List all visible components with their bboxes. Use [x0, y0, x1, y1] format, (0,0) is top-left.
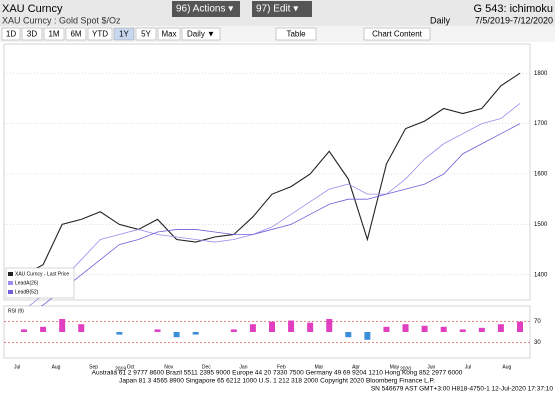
toolbar-button-label[interactable]: 1M: [48, 30, 59, 39]
toolbar-button-label[interactable]: Max: [161, 30, 176, 39]
rsi-bar: [459, 329, 466, 332]
rsi-bar: [440, 326, 447, 332]
toolbar-button[interactable]: [43, 27, 65, 41]
rsi-bar: [345, 332, 352, 338]
toolbar-button-label[interactable]: 6M: [70, 30, 81, 39]
footer-line: Japan 81 3 4565 8900 Singapore 65 6212 1…: [119, 378, 435, 385]
rsi-bar: [307, 322, 314, 332]
toolbar-button[interactable]: [181, 27, 221, 41]
toolbar-button[interactable]: [363, 27, 431, 41]
rsi-bar: [517, 321, 523, 332]
toolbar-button-label[interactable]: 1Y: [119, 30, 129, 39]
rsi-bar: [173, 332, 180, 338]
rsi-bar: [478, 327, 485, 332]
toolbar-button[interactable]: [113, 27, 135, 41]
rsi-tick-label: 30: [534, 340, 541, 346]
y-tick-label: 1500: [534, 222, 548, 228]
rsi-bar: [230, 329, 237, 332]
x-tick-label: Mar: [315, 364, 324, 370]
rsi-legend: RSI (9): [8, 308, 24, 314]
toolbar-button[interactable]: [275, 27, 317, 41]
toolbar-button[interactable]: [65, 27, 87, 41]
rsi-bar: [21, 329, 27, 332]
footer-line: Australia 61 2 9777 8600 Brazil 5511 239…: [92, 370, 463, 377]
rsi-bar: [78, 324, 85, 332]
rsi-bar: [326, 319, 333, 332]
footer-bg: [0, 370, 555, 400]
footer-line: SN 546679 AST GMT+3:00 H818-4750-1 12-Ju…: [371, 386, 554, 393]
rsi-bar: [288, 320, 295, 332]
edit-button[interactable]: [252, 1, 312, 17]
x-tick-label: Jul: [465, 364, 471, 370]
legend-label: XAU Curncy - Last Price: [15, 271, 69, 277]
actions-label[interactable]: 96) Actions ▾: [176, 4, 233, 15]
toolbar-button-label[interactable]: 1D: [6, 30, 16, 39]
rsi-bar: [192, 332, 199, 335]
x-tick-label: May: [390, 364, 400, 370]
price-line: [23, 72, 521, 276]
rsi-bar: [116, 332, 123, 335]
x-tick-label: Apr: [352, 364, 360, 370]
legend-swatch: [8, 272, 13, 276]
frequency: Daily: [430, 15, 451, 25]
security: XAU Curncy : Gold Spot $/Oz: [2, 15, 121, 25]
toolbar-button-label[interactable]: 5Y: [141, 30, 151, 39]
y-tick-label: 1800: [534, 71, 548, 77]
x-tick-label: Jul: [14, 364, 20, 370]
y-tick-label: 1700: [534, 121, 548, 127]
toolbar-button-label[interactable]: YTD: [92, 30, 108, 39]
toolbar-button[interactable]: [157, 27, 181, 41]
toolbar-button-label[interactable]: Table: [286, 30, 306, 39]
x-year-label: 2019: [115, 366, 126, 372]
rsi-bar: [402, 324, 409, 332]
y-tick-label: 1600: [534, 172, 548, 178]
toolbar-button[interactable]: [135, 27, 157, 41]
date-range: 7/5/2019-7/12/2020: [475, 15, 553, 25]
rsi-bar: [269, 321, 275, 332]
x-tick-label: Feb: [277, 364, 286, 370]
legend-label: LeadB(52): [15, 289, 39, 295]
edit-label[interactable]: 97) Edit ▾: [256, 4, 298, 15]
toolbar-button[interactable]: [87, 27, 113, 41]
x-tick-label: Sep: [89, 364, 98, 370]
rsi-bar: [383, 326, 390, 332]
rsi-bar: [249, 324, 256, 332]
rsi-tick-label: 70: [534, 319, 541, 325]
toolbar-button-label[interactable]: Daily ▼: [187, 30, 215, 39]
rsi-bar: [497, 324, 504, 332]
actions-button[interactable]: [172, 1, 240, 17]
y-tick-label: 1400: [534, 272, 548, 278]
x-tick-label: Jan: [239, 364, 247, 370]
rsi-bar: [421, 325, 428, 332]
x-tick-label: Jun: [427, 364, 435, 370]
rsi-bar: [364, 332, 371, 340]
rsi-bar: [40, 326, 47, 332]
ticker[interactable]: XAU Curncy: [2, 3, 63, 15]
x-tick-label: Aug: [502, 364, 511, 370]
x-tick-label: Oct: [127, 364, 135, 370]
legend-box: [5, 267, 75, 299]
x-tick-label: Nov: [164, 364, 173, 370]
toolbar-button[interactable]: [1, 27, 21, 41]
toolbar-button-label[interactable]: 3D: [27, 30, 37, 39]
plot-frame: [3, 43, 531, 301]
toolbar-button-label[interactable]: Chart Content: [372, 30, 423, 39]
x-tick-label: Aug: [52, 364, 61, 370]
legend-label: LeadA(26): [15, 280, 39, 286]
rsi-bar: [59, 319, 66, 332]
toolbar-button[interactable]: [21, 27, 43, 41]
legend-swatch: [8, 290, 13, 294]
x-year-label: 2020: [400, 366, 411, 372]
rsi-bar: [154, 329, 161, 332]
price-line: [23, 103, 521, 311]
x-tick-label: Dec: [202, 364, 211, 370]
function-code: G 543: ichimoku: [474, 3, 553, 15]
legend-swatch: [8, 281, 13, 285]
price-line: [23, 123, 521, 316]
